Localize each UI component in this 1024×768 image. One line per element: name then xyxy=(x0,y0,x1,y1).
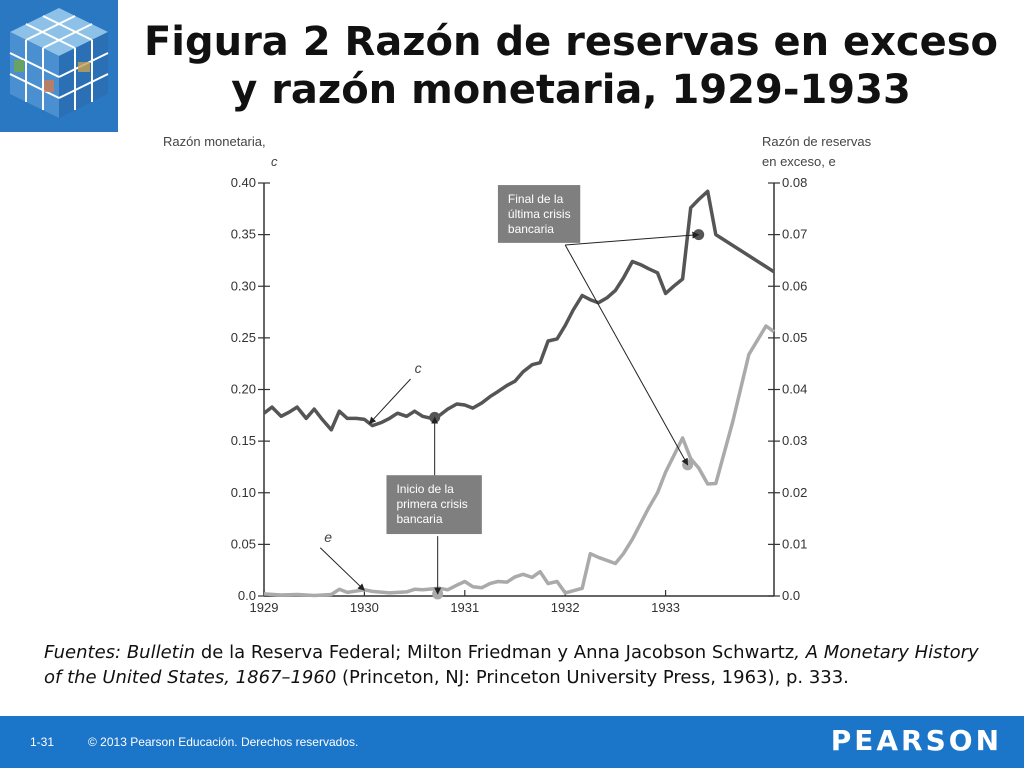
left-tick-label: 0.25 xyxy=(231,330,256,345)
left-tick-label: 0.35 xyxy=(231,227,256,242)
sources-book-title: , A Monetary History of the United State… xyxy=(44,642,979,688)
series-label-e: e xyxy=(324,529,332,545)
series-label-c: c xyxy=(415,360,422,376)
left-tick-label: 0.40 xyxy=(231,175,256,190)
right-axis-label-1: Razón de reservas xyxy=(762,134,872,149)
annotation-box xyxy=(497,185,581,243)
sources-label: Fuentes: xyxy=(44,642,122,663)
annotation-text: Final de la xyxy=(508,192,564,206)
annotation-text: bancaria xyxy=(396,512,442,526)
x-tick-label: 1929 xyxy=(250,600,279,615)
right-tick-label: 0.08 xyxy=(782,175,807,190)
series-label-arrow xyxy=(368,378,411,425)
left-tick-label: 0.05 xyxy=(231,536,256,551)
right-tick-label: 0.02 xyxy=(782,485,807,500)
series-line-c xyxy=(262,189,775,432)
annotation-text: última crisis xyxy=(508,207,571,221)
title-line-1: Figura 2 Razón de reservas en exceso xyxy=(143,19,999,65)
sources-publisher: (Princeton, NJ: Princeton University Pre… xyxy=(336,667,849,688)
left-tick-label: 0.10 xyxy=(231,485,256,500)
left-tick-label: 0.20 xyxy=(231,382,256,397)
right-tick-label: 0.04 xyxy=(782,382,807,397)
chart-series xyxy=(262,189,776,600)
left-tick-label: 0.30 xyxy=(231,278,256,293)
right-axis-label-2: en exceso, e xyxy=(762,154,836,169)
right-tick-label: 0.07 xyxy=(782,227,807,242)
title-line-2: y razón monetaria, 1929-1933 xyxy=(231,67,911,113)
left-axis-label-1: Razón monetaria, xyxy=(163,134,266,149)
annotation-arrow xyxy=(565,231,700,246)
annotation-box xyxy=(386,475,482,535)
annotation-text: Inicio de la xyxy=(396,482,454,496)
right-tick-label: 0.0 xyxy=(782,588,800,603)
right-tick-label: 0.03 xyxy=(782,433,807,448)
footer-bar: 1-31 © 2013 Pearson Educación. Derechos … xyxy=(0,716,1024,768)
chart-axes: 0.40 0.35 0.30 0.25 0.20 0.15 0.10 0.05 0.0 0.08 0… xyxy=(231,175,808,615)
x-tick-label: 1930 xyxy=(350,600,379,615)
annotation-text: bancaria xyxy=(508,222,554,236)
x-tick-label: 1933 xyxy=(651,600,680,615)
x-tick-label: 1931 xyxy=(450,600,479,615)
right-tick-label: 0.05 xyxy=(782,330,807,345)
left-tick-label: 0.0 xyxy=(238,588,256,603)
sources-bulletin: Bulletin xyxy=(126,642,196,663)
annotation-arrow xyxy=(564,244,689,466)
copyright: © 2013 Pearson Educación. Derechos reser… xyxy=(88,735,359,749)
sources-authors: de la Reserva Federal; Milton Friedman y… xyxy=(195,642,795,663)
left-axis-label-2: c xyxy=(271,154,278,169)
logo-cube-icon xyxy=(0,0,118,132)
left-tick-label: 0.15 xyxy=(231,433,256,448)
x-tick-label: 1932 xyxy=(551,600,580,615)
page-number: 1-31 xyxy=(30,735,55,749)
series-label-arrow xyxy=(319,547,365,591)
sources-note: Fuentes: Bulletin de la Reserva Federal;… xyxy=(44,640,994,690)
annotation-text: primera crisis xyxy=(396,497,467,511)
pearson-logo: PEARSON xyxy=(830,724,1002,757)
slide-title: Figura 2 Razón de reservas en exceso y r… xyxy=(118,18,1024,114)
right-tick-label: 0.01 xyxy=(782,536,807,551)
series-line-e xyxy=(263,324,776,598)
right-tick-label: 0.06 xyxy=(782,278,807,293)
chart: Razón monetaria, c Razón de reservas en … xyxy=(163,134,872,615)
